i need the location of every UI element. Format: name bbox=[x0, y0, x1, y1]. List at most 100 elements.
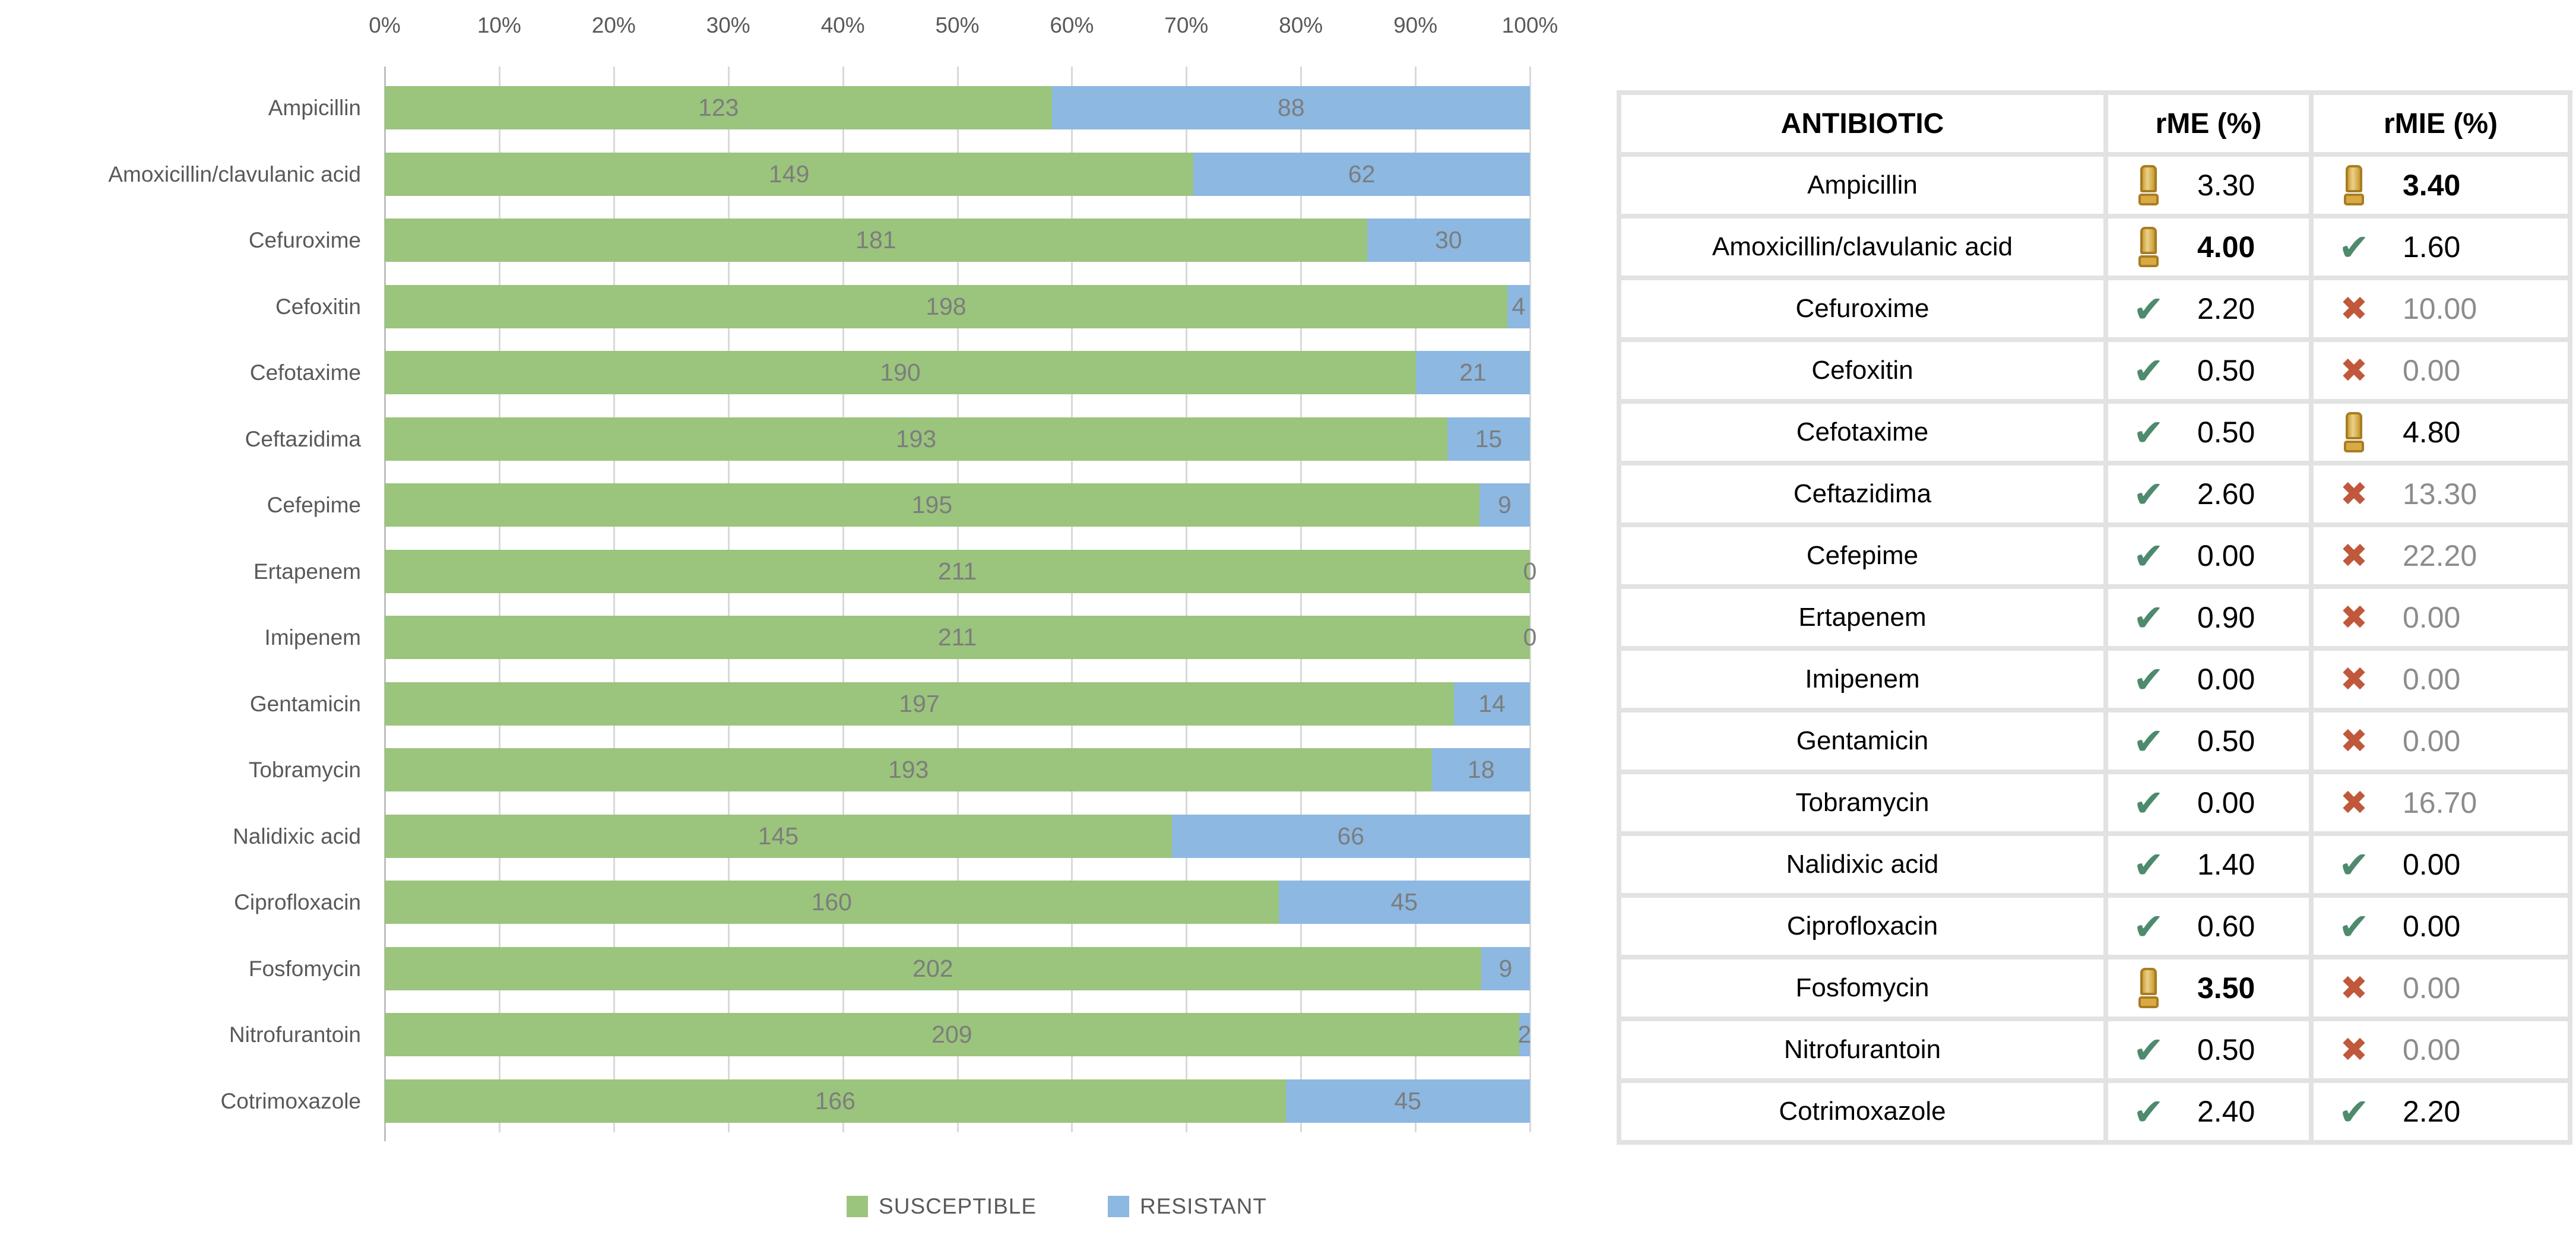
bar-value-label: 45 bbox=[1390, 888, 1418, 916]
check-icon: ✔ bbox=[2133, 843, 2164, 886]
rmie-value: 10.00 bbox=[2403, 292, 2477, 325]
rme-cell: ✔ 0.50 bbox=[2108, 404, 2309, 461]
bar-row: 211 0 bbox=[385, 616, 1536, 659]
status-icon-slot bbox=[2131, 968, 2166, 1008]
category-label: Cotrimoxazole bbox=[220, 1088, 361, 1113]
status-icon-slot: ✔ bbox=[2131, 658, 2166, 701]
status-icon-slot bbox=[2336, 412, 2372, 452]
rmie-cell: 4.80 bbox=[2314, 404, 2568, 461]
bar-value-label: 88 bbox=[1277, 94, 1305, 121]
bar-value-label: 193 bbox=[888, 756, 929, 783]
rmie-value: 2.20 bbox=[2403, 1095, 2461, 1128]
category-label: Ciprofloxacin bbox=[234, 890, 361, 914]
cross-icon: ✖ bbox=[2340, 968, 2368, 1008]
resistant-segment: 30 bbox=[1367, 218, 1530, 262]
x-axis-tick-label: 60% bbox=[1050, 13, 1094, 37]
gridline bbox=[1529, 66, 1531, 1132]
status-icon-slot: ✔ bbox=[2131, 1090, 2166, 1133]
bar-value-label: 166 bbox=[815, 1087, 856, 1114]
x-axis-tick-label: 50% bbox=[935, 13, 980, 37]
x-axis-tick-label: 70% bbox=[1164, 13, 1209, 37]
rme-cell: 3.30 bbox=[2108, 157, 2309, 214]
bar-value-label: 211 bbox=[937, 557, 977, 585]
rme-cell: ✔ 0.50 bbox=[2108, 1021, 2309, 1078]
antibiotic-name-cell: Fosfomycin bbox=[1621, 960, 2103, 1016]
check-icon: ✔ bbox=[2339, 1090, 2369, 1133]
rmie-value: 13.30 bbox=[2403, 477, 2477, 511]
cross-icon: ✖ bbox=[2340, 351, 2368, 390]
x-axis-tick-label: 100% bbox=[1501, 13, 1558, 37]
rmie-value: 0.00 bbox=[2403, 601, 2461, 634]
check-icon: ✔ bbox=[2133, 781, 2164, 825]
bar-value-label: 198 bbox=[926, 292, 967, 320]
warning-exclamation-icon bbox=[2138, 968, 2159, 1008]
plot-area: 123 88 149 62 181 30 198 4 190 21 193 15 195 9 211 0 211… bbox=[384, 66, 1536, 1141]
antibiotic-name-cell: Nitrofurantoin bbox=[1621, 1021, 2103, 1078]
resistant-segment: 2 bbox=[1517, 1013, 1532, 1056]
susceptible-segment: 166 bbox=[385, 1079, 1286, 1123]
rme-cell: ✔ 0.60 bbox=[2108, 898, 2309, 955]
status-icon-slot: ✔ bbox=[2131, 843, 2166, 886]
check-icon: ✔ bbox=[2133, 287, 2164, 331]
check-icon: ✔ bbox=[2133, 410, 2164, 454]
rmie-value: 1.60 bbox=[2403, 230, 2461, 264]
cross-icon: ✖ bbox=[2340, 474, 2368, 514]
susceptible-segment: 193 bbox=[385, 417, 1447, 461]
rme-value: 0.50 bbox=[2197, 724, 2255, 758]
bar-value-label: 123 bbox=[698, 94, 739, 121]
legend: SUSCEPTIBLE RESISTANT bbox=[385, 1189, 1729, 1224]
status-icon-slot: ✔ bbox=[2336, 1090, 2372, 1133]
rme-cell: ✔ 0.90 bbox=[2108, 589, 2309, 646]
rmie-value: 0.00 bbox=[2403, 971, 2461, 1005]
table-header-rmie: rMIE (%) bbox=[2314, 95, 2568, 152]
category-label: Ertapenem bbox=[254, 559, 361, 584]
antibiotic-name-cell: Tobramycin bbox=[1621, 774, 2103, 831]
category-label: Tobramycin bbox=[248, 758, 361, 782]
legend-label-susceptible: SUSCEPTIBLE bbox=[879, 1194, 1037, 1218]
bar-value-label: 21 bbox=[1459, 359, 1487, 386]
warning-exclamation-icon bbox=[2138, 165, 2159, 205]
bar-row: 160 45 bbox=[385, 881, 1530, 924]
status-icon-slot: ✔ bbox=[2336, 843, 2372, 886]
status-icon-slot: ✔ bbox=[2131, 781, 2166, 825]
cross-icon: ✖ bbox=[2340, 660, 2368, 699]
bar-row: 209 2 bbox=[385, 1013, 1532, 1056]
x-axis-tick-label: 90% bbox=[1393, 13, 1438, 37]
resistant-segment: 62 bbox=[1193, 152, 1530, 196]
bar-value-label: 195 bbox=[911, 491, 953, 518]
status-icon-slot: ✔ bbox=[2131, 720, 2166, 763]
rmie-value: 0.00 bbox=[2403, 354, 2461, 387]
cross-icon: ✖ bbox=[2340, 598, 2368, 637]
bar-value-label: 2 bbox=[1517, 1021, 1532, 1048]
status-icon-slot: ✖ bbox=[2336, 722, 2372, 761]
gridline bbox=[1415, 66, 1417, 1132]
rmie-cell: 3.40 bbox=[2314, 157, 2568, 214]
rme-value: 0.00 bbox=[2197, 786, 2255, 819]
category-label: Imipenem bbox=[264, 625, 361, 650]
category-label: Amoxicillin/clavulanic acid bbox=[108, 162, 361, 186]
resistant-segment: 45 bbox=[1278, 881, 1530, 924]
antibiotic-name-cell: Amoxicillin/clavulanic acid bbox=[1621, 218, 2103, 276]
rme-value: 0.00 bbox=[2197, 539, 2255, 572]
status-icon-slot: ✖ bbox=[2336, 969, 2372, 1008]
resistant-segment: 14 bbox=[1454, 682, 1530, 726]
x-axis-tick-label: 40% bbox=[820, 13, 865, 37]
susceptible-swatch-icon bbox=[847, 1196, 869, 1217]
rme-cell: ✔ 1.40 bbox=[2108, 836, 2309, 893]
rmie-cell: ✖ 10.00 bbox=[2314, 280, 2568, 337]
bar-value-label: 202 bbox=[912, 954, 953, 982]
resistant-segment: 88 bbox=[1052, 86, 1530, 129]
bar-row: 195 9 bbox=[385, 483, 1530, 527]
status-icon-slot: ✔ bbox=[2131, 411, 2166, 454]
bar-value-label: 15 bbox=[1475, 425, 1503, 452]
resistant-segment: 18 bbox=[1432, 748, 1530, 791]
status-icon-slot bbox=[2336, 165, 2372, 205]
rmie-value: 0.00 bbox=[2403, 848, 2461, 881]
status-icon-slot bbox=[2131, 165, 2166, 205]
rmie-cell: ✖ 16.70 bbox=[2314, 774, 2568, 831]
check-icon: ✔ bbox=[2339, 904, 2369, 948]
susceptible-segment: 145 bbox=[385, 814, 1172, 858]
bar-value-label: 66 bbox=[1337, 822, 1365, 850]
category-label: Nalidixic acid bbox=[233, 824, 361, 848]
